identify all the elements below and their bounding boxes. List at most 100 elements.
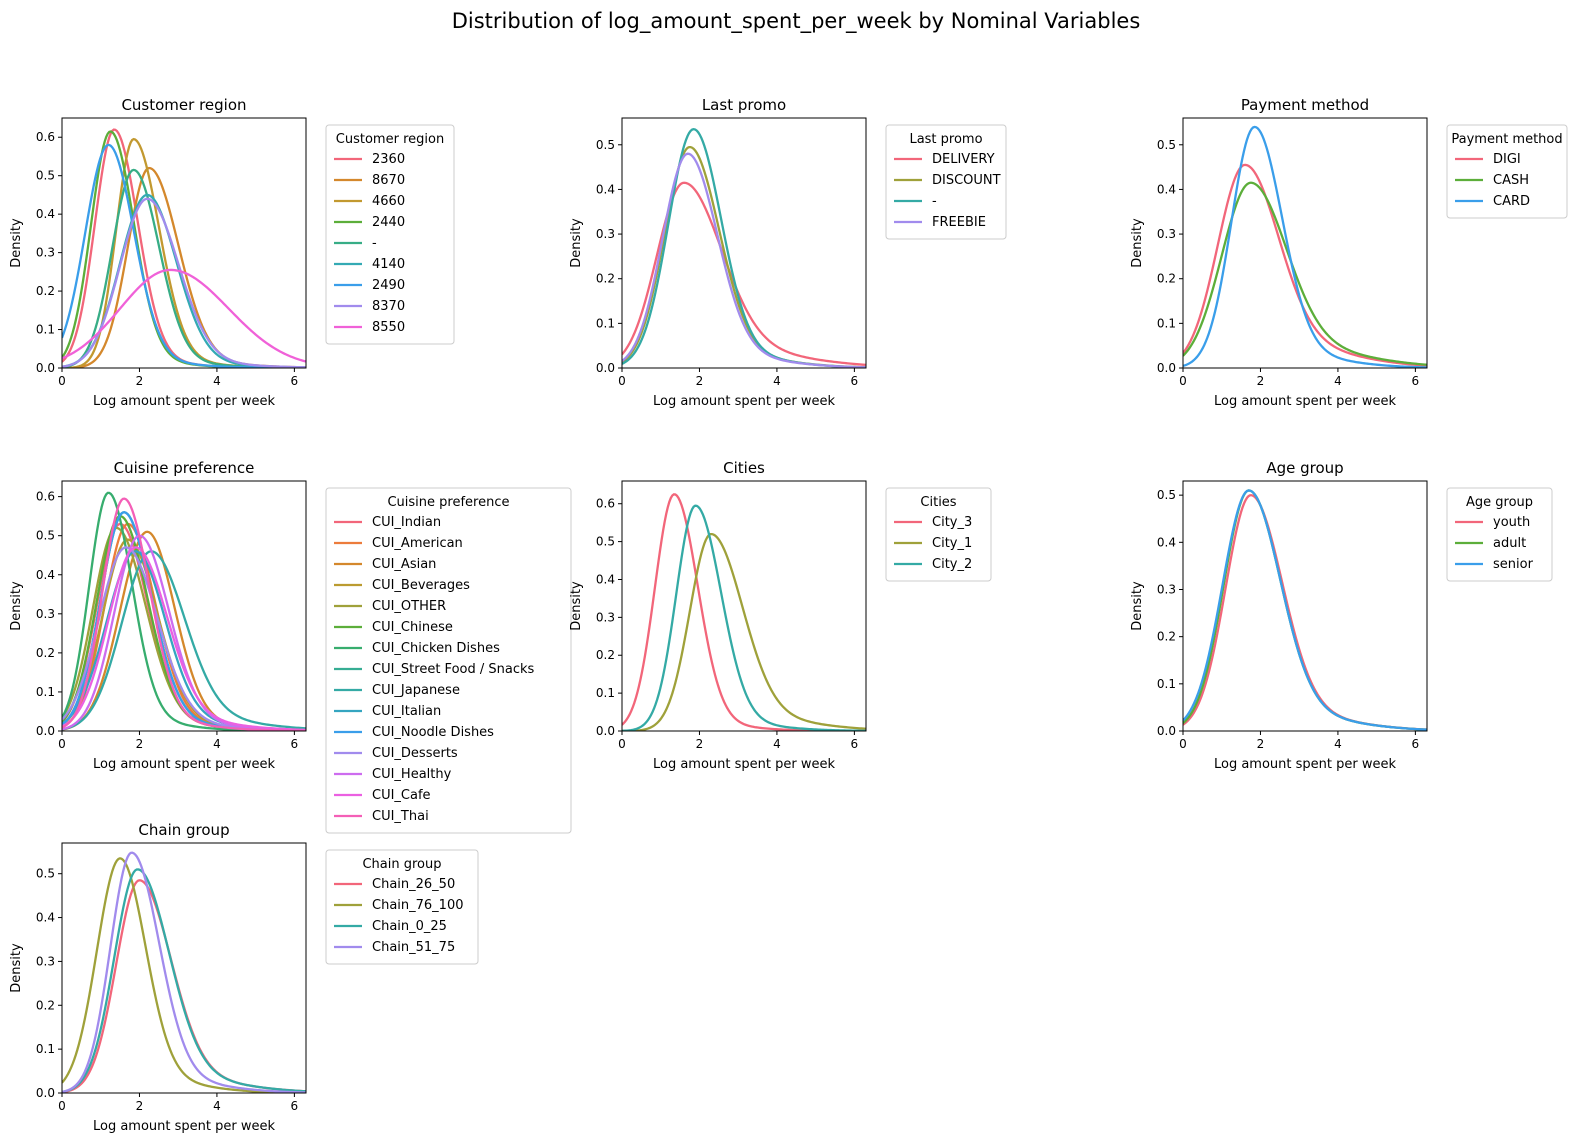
y-tick-label: 0.3 [1157, 582, 1176, 596]
x-tick-label: 6 [291, 737, 299, 751]
legend-label-cui-indian: CUI_Indian [372, 515, 441, 530]
series-group [62, 491, 306, 731]
legend: Customer region 2360 8670 4660 2440 - 4140 2490… [325, 124, 455, 345]
axes-frame [621, 117, 867, 369]
legend-box [885, 124, 1007, 240]
x-tick-label: 4 [773, 374, 781, 388]
series-group [622, 127, 866, 368]
x-tick-label: 2 [136, 737, 144, 751]
legend-label-adult: adult [1493, 536, 1526, 551]
legend-label-cui-cafe: CUI_Cafe [372, 788, 431, 803]
x-tick-label: 0 [1179, 737, 1187, 751]
y-tick-label: 0.6 [36, 490, 55, 504]
series-line-8550 [62, 268, 306, 363]
legend-title: Age group [1466, 495, 1533, 510]
x-axis-label: Log amount spent per week [653, 757, 835, 772]
legend-label-cui-asian: CUI_Asian [372, 557, 436, 572]
series-line-city-2 [622, 504, 866, 731]
x-axis-label: Log amount spent per week [93, 757, 275, 772]
legend-box [325, 487, 572, 834]
x-axis-label: Log amount spent per week [653, 394, 835, 409]
legend-title: Chain group [362, 857, 441, 872]
legend-label-dash: - [372, 236, 377, 251]
legend-label-youth: youth [1493, 515, 1530, 530]
y-tick-label: 0.0 [36, 724, 55, 738]
legend-label-cui-chinese: CUI_Chinese [372, 620, 453, 635]
y-tick-label: 0.0 [596, 361, 615, 375]
series-line-chain-51-75 [62, 851, 306, 1093]
axes-frame [61, 480, 307, 732]
y-tick-label: 0.3 [596, 227, 615, 241]
y-axis-label: Density [9, 581, 24, 631]
y-tick-label: 0.1 [596, 316, 615, 330]
panel-payment-method: Payment method 0 2 4 6 0.0 0.1 0.2 0.3 0.4 0.5 Log … [1130, 96, 1568, 409]
legend-title: Customer region [336, 132, 444, 147]
x-tick-label: 6 [1412, 737, 1420, 751]
panel-title: Cities [723, 459, 765, 477]
legend-label-cui-street-food-snacks: CUI_Street Food / Snacks [372, 662, 535, 677]
y-tick-label: 0.2 [1157, 630, 1176, 644]
y-tick-label: 0.4 [36, 911, 55, 925]
y-tick-label: 0.2 [36, 998, 55, 1012]
y-axis-label: Density [569, 581, 584, 631]
y-tick-label: 0.3 [1157, 227, 1176, 241]
x-tick-label: 0 [618, 374, 626, 388]
panel-title: Age group [1266, 459, 1343, 477]
y-tick-label: 0.1 [36, 323, 55, 337]
x-axis-label: Log amount spent per week [93, 394, 275, 409]
y-tick-label: 0.3 [36, 607, 55, 621]
legend-label-card: CARD [1493, 194, 1530, 209]
series-line-cui-thai [62, 497, 306, 731]
series-line-cui-cafe [62, 546, 306, 731]
legend-label-2440: 2440 [372, 215, 405, 230]
x-tick-label: 4 [213, 737, 221, 751]
legend-title: Last promo [909, 132, 982, 147]
panel-customer-region: Customer region 0 2 4 6 0.0 0.1 0.2 0.3 0.4 0.5 0.6… [9, 96, 455, 409]
legend-label-4140: 4140 [372, 257, 405, 272]
x-tick-label: 2 [696, 737, 704, 751]
panel-title: Last promo [702, 96, 786, 114]
y-tick-label: 0.1 [36, 1042, 55, 1056]
x-tick-label: 6 [851, 737, 859, 751]
legend-label-chain-51-75: Chain_51_75 [372, 940, 455, 955]
legend-label-8370: 8370 [372, 299, 405, 314]
panel-title: Customer region [121, 96, 246, 114]
y-axis-label: Density [1130, 581, 1145, 631]
y-tick-label: 0.3 [36, 954, 55, 968]
figure-title: Distribution of log_amount_spent_per_wee… [452, 9, 1141, 34]
y-tick-label: 0.4 [36, 207, 55, 221]
legend-label-cui-other: CUI_OTHER [372, 599, 446, 614]
y-tick-label: 0.5 [596, 535, 615, 549]
x-tick-label: 0 [1179, 374, 1187, 388]
legend-label-digi: DIGI [1493, 152, 1521, 167]
legend-label-chain-76-100: Chain_76_100 [372, 898, 464, 913]
y-tick-label: 0.3 [36, 246, 55, 260]
legend: Last promo DELIVERY DISCOUNT - FREEBIE [885, 124, 1007, 240]
y-axis-label: Density [569, 218, 584, 268]
axes-frame [1182, 117, 1428, 369]
axes-frame [621, 480, 867, 732]
legend-label-delivery: DELIVERY [932, 152, 995, 167]
x-tick-label: 2 [696, 374, 704, 388]
y-tick-label: 0.5 [1157, 138, 1176, 152]
legend-label-discount: DISCOUNT [932, 173, 1001, 188]
series-line-delivery [622, 181, 866, 367]
series-line-senior [1183, 489, 1427, 731]
x-tick-label: 4 [773, 737, 781, 751]
x-tick-label: 6 [291, 374, 299, 388]
series-line-chain-76-100 [62, 857, 306, 1093]
y-axis-label: Density [9, 218, 24, 268]
panel-title: Cuisine preference [114, 459, 255, 477]
y-tick-label: 0.5 [36, 867, 55, 881]
series-line-city-1 [622, 532, 866, 731]
legend-label-dash: - [932, 194, 937, 209]
series-line-freebie [622, 152, 866, 368]
y-axis-label: Density [1130, 218, 1145, 268]
legend-label-city-3: City_3 [932, 515, 972, 530]
series-line-card [1183, 125, 1427, 368]
legend-box [325, 849, 479, 965]
x-tick-label: 4 [1334, 374, 1342, 388]
series-line-cui-japanese [62, 550, 306, 731]
legend-label-cui-beverages: CUI_Beverages [372, 578, 470, 593]
y-tick-label: 0.0 [1157, 361, 1176, 375]
